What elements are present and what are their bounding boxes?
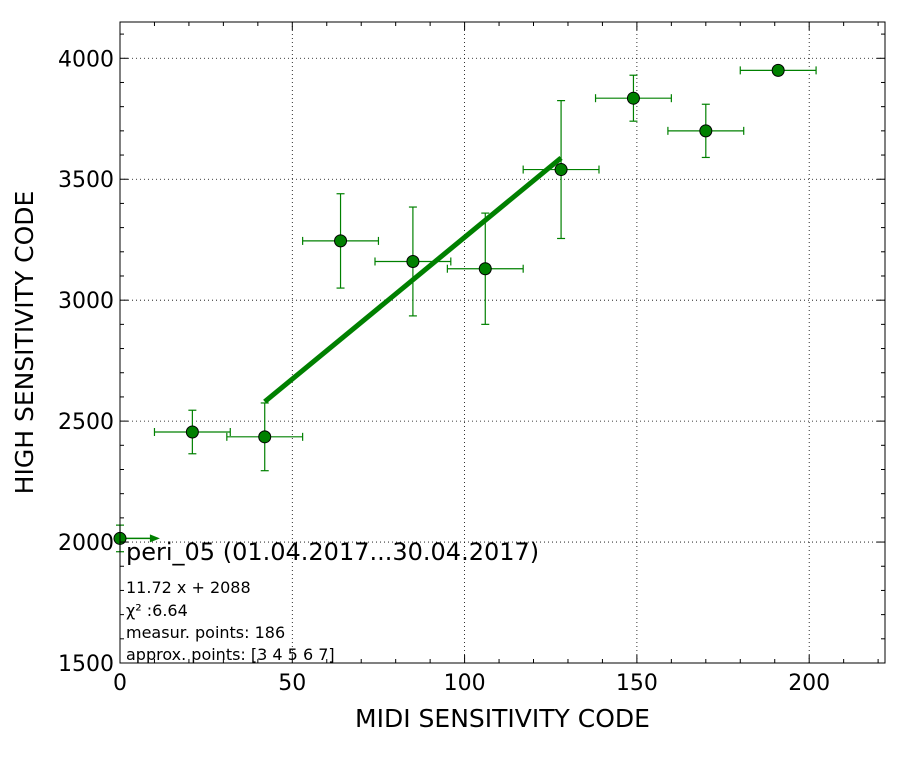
y-tick-label: 2000: [58, 531, 114, 556]
arrow-head: [149, 534, 160, 543]
annotation-title: peri_05 (01.04.2017...30.04.2017): [126, 538, 539, 566]
x-tick-label: 150: [616, 671, 658, 696]
data-point-7: [594, 74, 672, 122]
data-marker: [478, 262, 492, 276]
data-marker: [699, 124, 713, 138]
grid: [119, 22, 885, 664]
data-point-9: [739, 63, 817, 77]
data-point-1: [153, 409, 231, 455]
data-point-8: [667, 103, 745, 159]
data-point-4: [374, 206, 452, 317]
data-marker: [406, 254, 420, 268]
data-marker: [771, 63, 785, 77]
x-tick-label: 50: [278, 671, 306, 696]
data-marker: [626, 91, 640, 105]
data-point-2: [226, 402, 304, 472]
x-axis-label: MIDI SENSITIVITY CODE: [355, 704, 650, 733]
data-point-6: [522, 100, 600, 240]
y-tick-label: 2500: [58, 410, 114, 435]
axis-ticks: [119, 22, 885, 664]
data-point-3: [302, 193, 380, 289]
y-tick-label: 3000: [58, 289, 114, 314]
annotation-fit-equation: 11.72 x + 2088: [126, 578, 251, 597]
annotation-measur-points: measur. points: 186: [126, 623, 285, 642]
y-axis-label: HIGH SENSITIVITY CODE: [10, 191, 39, 495]
data-marker: [554, 163, 568, 177]
data-marker: [334, 234, 348, 248]
plot-frame: [119, 21, 886, 664]
data-marker: [258, 430, 272, 444]
y-tick-label: 1500: [58, 652, 114, 677]
annotation: peri_05 (01.04.2017...30.04.2017) 11.72 …: [126, 538, 539, 664]
tick-labels: 0 50 100 150 200 1500 2000 2500 3000 3500 4000: [58, 47, 830, 696]
x-tick-label: 200: [788, 671, 830, 696]
annotation-approx-points: approx. points: [3 4 5 6 7]: [126, 645, 335, 664]
x-tick-label: 0: [113, 671, 127, 696]
data-marker: [185, 425, 199, 439]
x-tick-label: 100: [444, 671, 486, 696]
data-point-5: [446, 212, 524, 325]
y-tick-label: 3500: [58, 168, 114, 193]
annotation-chi2: χ² :6.64: [126, 601, 188, 620]
y-tick-label: 4000: [58, 47, 114, 72]
data-points: [113, 63, 817, 553]
